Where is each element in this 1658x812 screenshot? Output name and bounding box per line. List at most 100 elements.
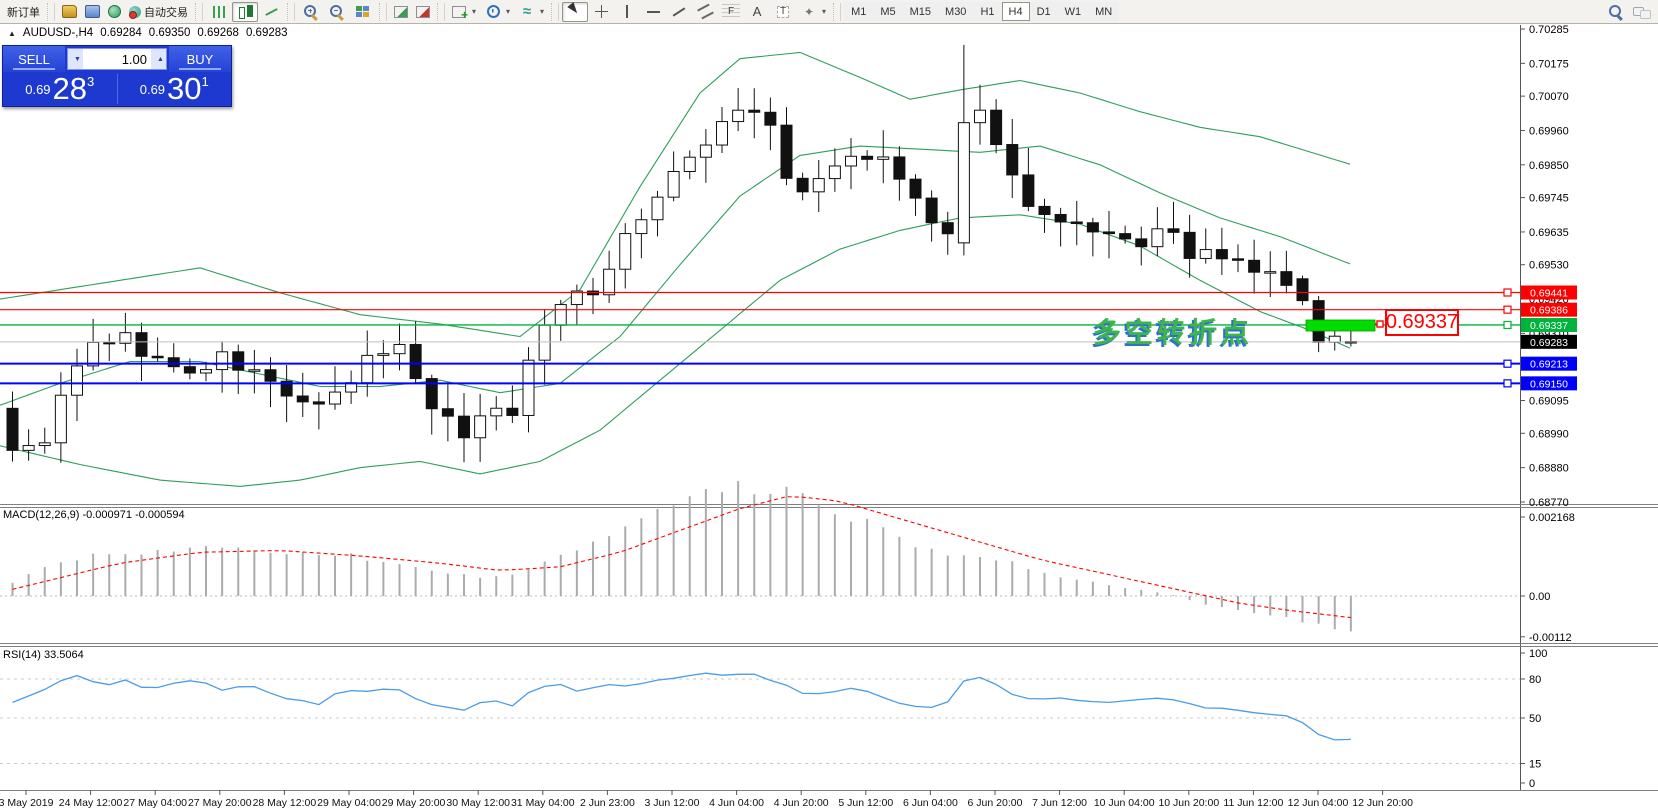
timeframe-m1-button[interactable]: M1 [844, 2, 874, 21]
zoom-in-button[interactable] [298, 2, 324, 22]
svg-text:27 May 04:00: 27 May 04:00 [123, 797, 187, 809]
svg-text:100: 100 [1529, 648, 1547, 660]
bar-chart-button[interactable] [206, 2, 232, 22]
new-order-button-label: 新订单 [7, 6, 40, 19]
alerts-button[interactable] [104, 2, 125, 22]
ohlc-high: 0.69350 [148, 27, 191, 39]
svg-text:50: 50 [1529, 713, 1541, 725]
line-chart-button[interactable] [258, 2, 284, 22]
svg-text:12 Jun 04:00: 12 Jun 04:00 [1288, 797, 1349, 809]
svg-text:7 Jun 12:00: 7 Jun 12:00 [1032, 797, 1087, 809]
svg-text:0.69960: 0.69960 [1529, 125, 1569, 137]
vertical-line-icon [618, 4, 636, 20]
svg-text:30 May 12:00: 30 May 12:00 [446, 797, 510, 809]
chart-ohlc-header: ▲ AUDUSD-,H4 0.69284 0.69350 0.69268 0.6… [8, 27, 288, 39]
timeframe-m15-button[interactable]: M15 [902, 2, 939, 21]
market-watch-button[interactable] [58, 2, 81, 22]
svg-text:2 Jun 23:00: 2 Jun 23:00 [580, 797, 635, 809]
sell-price[interactable]: 0.69 28 3 [3, 72, 117, 106]
channel-tool[interactable] [692, 2, 718, 22]
sell-price-big: 28 [52, 70, 88, 106]
chart-annotation-text[interactable]: 多空转折点 [1093, 317, 1254, 348]
chat-button[interactable] [1629, 2, 1655, 22]
panel-collapse-arrow[interactable]: ▲ [8, 28, 16, 38]
search-button[interactable] [1603, 2, 1629, 22]
vertical-line-tool[interactable] [614, 2, 640, 22]
trendline-tool[interactable] [666, 2, 692, 22]
svg-text:80: 80 [1529, 674, 1541, 686]
auto-trading-button[interactable]: 自动交易 [125, 2, 192, 22]
arrange-charts-button[interactable] [390, 2, 412, 22]
horizontal-line-tool[interactable] [640, 2, 666, 22]
price-callout-label[interactable]: 0.69337 [1385, 309, 1459, 336]
volume-input[interactable] [83, 49, 151, 69]
svg-text:0.68770: 0.68770 [1529, 497, 1569, 509]
svg-text:0.69095: 0.69095 [1529, 396, 1569, 408]
timeframe-m5-button[interactable]: M5 [873, 2, 903, 21]
svg-text:3 May 2019: 3 May 2019 [0, 797, 54, 809]
timeframe-w1-button[interactable]: W1 [1057, 2, 1089, 21]
timeframe-d1-button[interactable]: D1 [1029, 2, 1058, 21]
svg-text:0.69337: 0.69337 [1530, 320, 1568, 332]
arrows-dropdown-caret[interactable]: ▾ [822, 7, 827, 16]
new-chart-button[interactable]: ▾ [448, 2, 480, 22]
cursor-tool[interactable] [562, 1, 589, 22]
symbol-period-label: AUDUSD-,H4 [22, 27, 94, 39]
rsi-axis: 100 80 50 15 0 [0, 648, 1547, 790]
alerts-icon [108, 5, 121, 18]
x-axis: 3 May 2019 24 May 12:00 27 May 04:00 27 May… [0, 790, 1413, 809]
buy-price[interactable]: 0.69 30 1 [118, 72, 232, 106]
timeframe-h1-button[interactable]: H1 [973, 2, 1002, 21]
toolbar-separator [437, 2, 445, 21]
macd-panel [11, 481, 1352, 632]
templates-button[interactable]: ▾ [514, 2, 548, 22]
cascade-charts-button[interactable] [412, 2, 434, 22]
chart-window[interactable]: 0.70285 0.70175 0.70070 0.69960 0.69850 0.697… [0, 25, 1658, 812]
buy-button[interactable]: BUY [169, 46, 231, 72]
svg-text:0.69635: 0.69635 [1529, 227, 1569, 239]
buy-price-sup: 1 [201, 74, 209, 89]
label-icon [774, 4, 792, 20]
new-chart-dropdown-caret[interactable]: ▾ [472, 7, 477, 16]
svg-text:0.70285: 0.70285 [1529, 25, 1569, 36]
svg-text:-0.00112: -0.00112 [1529, 632, 1572, 644]
toolbar-separator [551, 2, 560, 21]
navigator-button[interactable] [81, 2, 104, 22]
crosshair-tool[interactable] [588, 2, 614, 22]
y-axis: 0.70285 0.70175 0.70070 0.69960 0.69850 0.697… [1520, 25, 1569, 509]
chart-canvas[interactable]: 0.702850.701750.700700.699600.698500.697… [0, 25, 1658, 812]
svg-text:4 Jun 04:00: 4 Jun 04:00 [709, 797, 764, 809]
text-tool[interactable] [744, 2, 770, 22]
sell-price-prefix: 0.69 [25, 82, 51, 97]
timeframe-mn-button[interactable]: MN [1088, 2, 1120, 21]
cascade-charts-icon [416, 5, 430, 18]
sell-price-sup: 3 [87, 74, 95, 89]
svg-text:0.70175: 0.70175 [1529, 58, 1569, 70]
volume-decrease-button[interactable]: ▼ [68, 49, 83, 69]
zoom-out-icon [328, 4, 346, 20]
svg-text:0.002168: 0.002168 [1529, 512, 1575, 524]
svg-text:31 May 04:00: 31 May 04:00 [511, 797, 575, 809]
arrows-tool[interactable]: ▾ [796, 2, 830, 22]
sell-button[interactable]: SELL [3, 46, 65, 72]
macd-label: MACD(12,26,9) -0.000971 -0.000594 [3, 509, 185, 521]
timeframe-h4-button[interactable]: H4 [1001, 2, 1030, 21]
zoom-out-button[interactable] [324, 2, 350, 22]
toolbar-separator [379, 2, 387, 21]
candlestick-chart-button[interactable] [232, 1, 258, 22]
svg-text:27 May 20:00: 27 May 20:00 [188, 797, 252, 809]
label-tool[interactable] [770, 2, 796, 22]
new-order-button[interactable]: 新订单 [3, 2, 44, 22]
auto-trading-button-label: 自动交易 [144, 6, 188, 19]
volume-increase-button[interactable]: ▲ [151, 49, 166, 69]
fibonacci-tool[interactable] [718, 2, 744, 22]
tile-windows-button[interactable] [350, 2, 376, 22]
timeframe-m30-button[interactable]: M30 [938, 2, 974, 21]
fibonacci-icon [722, 3, 741, 20]
svg-text:29 May 20:00: 29 May 20:00 [382, 797, 446, 809]
bar-chart-icon [210, 4, 228, 20]
periodicity-dropdown-caret[interactable]: ▾ [506, 7, 511, 16]
periodicity-button[interactable]: ▾ [480, 2, 514, 22]
templates-dropdown-caret[interactable]: ▾ [540, 7, 545, 16]
